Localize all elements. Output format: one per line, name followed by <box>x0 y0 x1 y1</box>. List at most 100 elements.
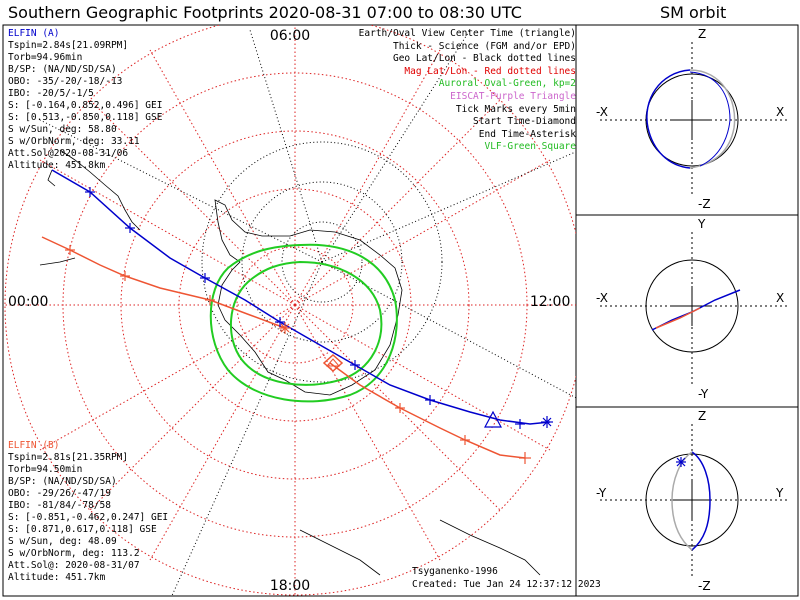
chart-title: Southern Geographic Footprints 2020-08-3… <box>8 3 522 22</box>
legend-item-7: Start Time-Diamond <box>473 116 576 128</box>
sm-panel-frame-3 <box>575 406 799 597</box>
elfin-a-line-10: Altitude: 451.8km <box>8 160 106 171</box>
hour-label-top: 06:00 <box>270 28 310 44</box>
elfin-b-crossing-asterisk <box>279 322 291 334</box>
elfin-a-line-6: S: [0.513,-0.850,0.118] GSE <box>8 112 163 123</box>
elfin-a-line-0: Tspin=2.84s[21.09RPM] <box>8 40 129 51</box>
sm-panel-3: Z -Z -Y Y <box>596 409 790 593</box>
sm1-orbit-a <box>646 69 691 169</box>
auroral-oval <box>209 243 398 403</box>
south-america-outline <box>59 149 141 231</box>
elfin-b-start-diamond <box>322 353 344 373</box>
hour-label-right: 12:00 <box>530 294 570 310</box>
legend-item-1: Thick - Science (FGM and/or EPD) <box>392 40 576 52</box>
sm3-left-label: -Y <box>596 486 607 500</box>
elfin-a-end-asterisk <box>541 416 553 428</box>
continent-outlines <box>39 149 541 576</box>
antarctica-outline <box>214 199 403 396</box>
elfin-b-tick-0 <box>65 245 75 255</box>
elfin-a-info: ELFIN (A) Tspin=2.84s[21.09RPM] Torb=94.9… <box>8 28 162 172</box>
elfin-b-tick-3 <box>395 403 405 413</box>
sm-panel-1: Z -Z -X X <box>596 27 790 211</box>
elfin-b-line-4: IBO: -81/84/-78/58 <box>8 500 111 511</box>
elfin-a-tick-3 <box>275 317 285 327</box>
elfin-b-track-line-1 <box>41 236 286 329</box>
elfin-b-tick-marks <box>65 245 470 445</box>
elfin-b-line-3: OBO: -29/26/-47/19 <box>8 488 111 499</box>
hour-label-left: 00:00 <box>8 294 48 310</box>
elfin-b-lines: Tspin=2.81s[21.35RPM] Torb=94.50min B/SP: … <box>8 452 168 584</box>
elfin-b-line-7: S w/Sun, deg: 48.09 <box>8 536 117 547</box>
sm-panel-2: Y -Y -X X <box>596 217 790 401</box>
sm1-orbit-back <box>689 69 736 169</box>
elfin-b-name: ELFIN (B) <box>8 440 60 451</box>
elfin-b-line-6: S: [0.871,0.617,0.118] GSE <box>8 524 157 535</box>
elfin-a-tick-4 <box>350 360 360 370</box>
hour-label-bottom: 18:00 <box>270 578 310 594</box>
sm-panel-frame-2 <box>575 214 799 408</box>
sm2-left-label: -X <box>596 291 608 305</box>
elfin-a-tick-marks <box>85 187 525 429</box>
legend-item-9: VLF-Green Square <box>484 141 576 153</box>
elfin-a-tick-2 <box>200 273 210 283</box>
sm2-right-label: X <box>776 291 784 305</box>
elfin-a-line-5: S: [-0.164,0.852,0.496] GEI <box>8 100 163 111</box>
sm3-bottom-label: -Z <box>698 579 711 593</box>
elfin-b-line-2: B/SP: (NA/ND/SD/SA) <box>8 476 117 487</box>
elfin-b-end-asterisk <box>519 452 531 464</box>
elfin-b-line-0: Tspin=2.81s[21.35RPM] <box>8 452 129 463</box>
sm3-top-label: Z <box>698 409 706 423</box>
elfin-a-line-3: OBO: -35/-20/-18/-13 <box>8 76 123 87</box>
elfin-a-track-line <box>51 169 551 425</box>
elfin-a-tick-6 <box>515 419 525 429</box>
sm1-bottom-label: -Z <box>698 197 711 211</box>
elfin-b-view-triangle <box>325 358 341 367</box>
australia-outline <box>439 519 541 576</box>
geo-grid <box>39 29 576 596</box>
elfin-a-line-2: B/SP: (NA/ND/SD/SA) <box>8 64 117 75</box>
elfin-a-view-triangle <box>484 410 502 428</box>
elfin-b-line-8: S w/OrbNorm, deg: 113.2 <box>8 548 140 559</box>
legend-item-4: Auroral Oval-Green, kp=2 <box>438 78 576 90</box>
elfin-a-line-1: Torb=94.96min <box>8 52 83 63</box>
auroral-oval-inner <box>230 260 383 386</box>
sm3-right-label: Y <box>775 486 784 500</box>
elfin-b-line-5: S: [-0.851,-0.462,0.247] GEI <box>8 512 169 523</box>
elfin-a-tick-0 <box>85 187 95 197</box>
elfin-a-tick-1 <box>125 223 135 233</box>
elfin-b-tick-4 <box>460 435 470 445</box>
elfin-b-tick-1 <box>120 271 130 281</box>
legend-item-8: End Time-Asterisk <box>478 128 576 140</box>
elfin-b-line-10: Altitude: 451.7km <box>8 572 106 583</box>
sm1-right-label: X <box>776 105 784 119</box>
elfin-a-name: ELFIN (A) <box>8 28 60 39</box>
legend-item-2: Geo Lat/Lon - Black dotted lines <box>392 53 576 65</box>
legend-item-5: EISCAT-Purple Triangle <box>450 90 576 102</box>
legend-item-0: Earth/Oval View Center Time (triangle) <box>358 28 576 39</box>
sm2-bottom-label: -Y <box>698 387 709 401</box>
sm-orbit-title: SM orbit <box>660 3 727 22</box>
sm1-left-label: -X <box>596 105 608 119</box>
elfin-a-line-7: S w/Sun, deg: 58.80 <box>8 124 117 135</box>
elfin-b-line-9: Att.Sol@: 2020-08-31/07 <box>8 560 140 571</box>
elfin-a-track <box>51 169 551 425</box>
legend-item-6: Tick Marks every 5min <box>455 103 576 115</box>
elfin-b-tick-2 <box>205 295 215 305</box>
elfin-a-tick-5 <box>425 395 435 405</box>
elfin-b-track-line-2 <box>329 362 526 459</box>
auroral-oval-outer <box>209 243 398 403</box>
sm2-top-label: Y <box>697 217 706 231</box>
elfin-a-line-9: Att.Sol@2020-08-31/06 <box>8 148 129 159</box>
legend-item-3: Mag Lat/Lon - Red dotted lines <box>404 65 576 77</box>
elfin-a-line-4: IBO: -20/5/-1/5 <box>8 88 94 99</box>
mag-grid <box>3 25 576 596</box>
elfin-a-line-8: S w/OrbNorm, deg: 33.11 <box>8 136 140 147</box>
sm1-top-label: Z <box>698 27 706 41</box>
elfin-a-lines: Tspin=2.84s[21.09RPM] Torb=94.96min B/SP: … <box>8 40 162 172</box>
created-label: Created: Tue Jan 24 12:37:12 2023 <box>412 579 601 590</box>
elfin-b-line-1: Torb=94.50min <box>8 464 83 475</box>
legend: Earth/Oval View Center Time (triangle) Th… <box>359 28 576 154</box>
elfin-b-track <box>41 236 526 459</box>
model-label: Tsyganenko-1996 <box>412 566 498 577</box>
